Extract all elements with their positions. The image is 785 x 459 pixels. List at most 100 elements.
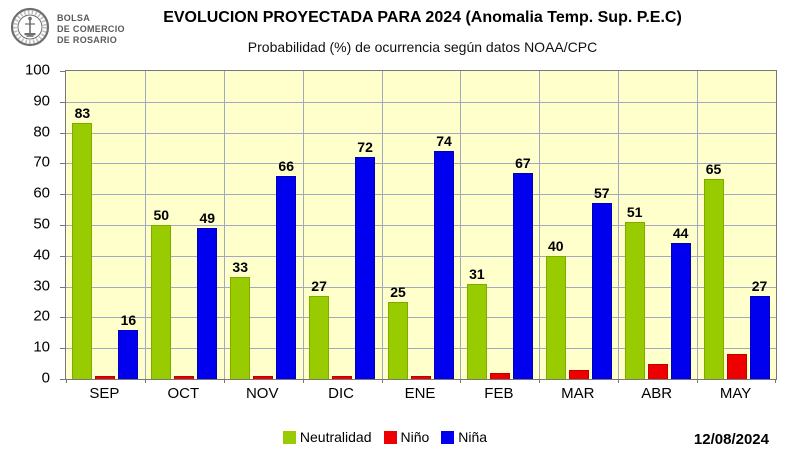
- bar-niña-nov: 66: [276, 158, 297, 379]
- h-gridline: [66, 317, 776, 319]
- bar-value-label: 40: [547, 237, 564, 254]
- bar-niño-abr: [647, 363, 668, 379]
- bar-group-nov: 33 66: [224, 71, 303, 379]
- bar-value-label: 83: [74, 105, 91, 122]
- y-tick-label: 10: [33, 338, 50, 356]
- bar-niño-may: [726, 354, 747, 379]
- y-tick-label: 90: [33, 92, 50, 110]
- chart-subtitle: Probabilidad (%) de ocurrencia según dat…: [247, 39, 598, 55]
- bar-niña-oct: 49: [197, 210, 218, 379]
- bar-niña-dic: 72: [355, 139, 376, 379]
- x-category-label: OCT: [167, 385, 200, 402]
- bar-neutralidad-nov: 33: [230, 259, 251, 379]
- h-gridline: [66, 348, 776, 350]
- h-gridline: [66, 286, 776, 288]
- bar-neutralidad-oct: 50: [151, 207, 172, 379]
- legend-swatch-icon: [282, 430, 296, 444]
- bar-value-label: 44: [672, 225, 689, 242]
- y-tick-label: 60: [33, 184, 50, 202]
- legend-label: Niña: [458, 429, 488, 445]
- x-category-label: MAR: [561, 385, 595, 402]
- bar-group-mar: 40 57: [539, 71, 618, 379]
- bar-niño-oct: [174, 375, 195, 379]
- bar-group-oct: 50 49: [145, 71, 224, 379]
- legend-label: Neutralidad: [299, 429, 372, 445]
- bar-value-label: 65: [705, 160, 722, 177]
- bar-niño-nov: [253, 375, 274, 379]
- bar-value-label: 51: [626, 203, 643, 220]
- bar-group-sep: 83 16: [66, 71, 145, 379]
- legend-item-niña: Niña: [441, 429, 487, 445]
- bcr-logo-text: BOLSA DE COMERCIO DE ROSARIO: [57, 12, 125, 46]
- x-tick: [460, 379, 462, 383]
- bar-niño-sep: [95, 375, 116, 379]
- legend-swatch-icon: [441, 430, 455, 444]
- legend-swatch-icon: [383, 430, 397, 444]
- bar-niño-dic: [332, 375, 353, 379]
- bar-neutralidad-feb: 31: [466, 266, 487, 379]
- y-tick-label: 40: [33, 246, 50, 264]
- bar-group-abr: 51 44: [618, 71, 697, 379]
- h-gridline: [66, 163, 776, 165]
- bar-value-label: 72: [357, 139, 373, 156]
- y-tick: [60, 71, 66, 72]
- bar-value-label: 49: [199, 210, 216, 227]
- v-gridline: [539, 71, 541, 379]
- y-tick-label: 100: [24, 61, 50, 79]
- bar-value-label: 27: [311, 277, 327, 294]
- legend-label: Niño: [400, 429, 430, 445]
- x-tick: [66, 379, 67, 383]
- bar-group-ene: 25 74: [382, 71, 461, 379]
- y-tick: [60, 194, 66, 196]
- bar-value-label: 66: [278, 157, 294, 174]
- bar-niña-feb: 67: [512, 155, 533, 379]
- y-tick: [60, 286, 66, 288]
- v-gridline: [381, 71, 383, 379]
- x-category-label: SEP: [89, 385, 120, 402]
- bar-value-label: 27: [751, 277, 768, 294]
- bar-neutralidad-abr: 51: [624, 204, 645, 379]
- bar-niña-mar: 57: [591, 185, 612, 379]
- v-gridline: [223, 71, 225, 379]
- y-axis: 0 10 20 30 40 50 60 70 80 90 100: [0, 62, 57, 387]
- x-category-label: NOV: [245, 385, 279, 402]
- v-gridline: [302, 71, 304, 379]
- plot-area: 83 16 50 49 33 66 27 72 25 74 31 67 40 57 51 44 65 27: [60, 70, 777, 383]
- y-tick-label: 50: [33, 215, 50, 233]
- bar-value-label: 74: [436, 133, 452, 150]
- bar-group-may: 65 27: [697, 71, 776, 379]
- bar-neutralidad-ene: 25: [387, 284, 408, 379]
- h-gridline: [66, 101, 776, 103]
- bar-value-label: 25: [390, 284, 406, 300]
- bar-niña-may: 27: [749, 278, 770, 379]
- x-tick: [618, 379, 620, 383]
- x-tick: [697, 379, 699, 383]
- x-tick: [223, 379, 225, 383]
- x-category-label: ABR: [641, 385, 673, 402]
- y-tick-label: 80: [33, 123, 50, 141]
- bcr-logo: BOLSA DE COMERCIO DE ROSARIO: [10, 7, 125, 52]
- y-tick-label: 30: [33, 277, 50, 295]
- x-category-label: ENE: [404, 385, 436, 402]
- bar-niña-abr: 44: [670, 225, 691, 379]
- x-axis: SEP OCT NOV DIC ENE FEB MAR ABR MAY: [65, 385, 775, 403]
- x-tick: [775, 379, 776, 383]
- bar-value-label: 50: [153, 207, 170, 223]
- bcr-seal-icon: [10, 7, 50, 52]
- x-tick: [539, 379, 541, 383]
- bar-group-dic: 27 72: [303, 71, 382, 379]
- bar-value-label: 33: [232, 259, 248, 276]
- bar-value-label: 31: [469, 265, 485, 282]
- bar-value-label: 16: [120, 311, 137, 328]
- bar-neutralidad-may: 65: [703, 161, 724, 379]
- y-tick: [60, 163, 66, 165]
- v-gridline: [144, 71, 146, 379]
- x-tick: [144, 379, 146, 383]
- bar-neutralidad-mar: 40: [545, 238, 566, 379]
- bar-niña-sep: 16: [118, 312, 139, 379]
- chart-title: EVOLUCION PROYECTADA PARA 2024 (Anomalia…: [163, 9, 682, 26]
- legend-item-neutralidad: Neutralidad: [282, 429, 372, 445]
- legend-item-niño: Niño: [383, 429, 430, 445]
- x-category-label: FEB: [484, 385, 514, 402]
